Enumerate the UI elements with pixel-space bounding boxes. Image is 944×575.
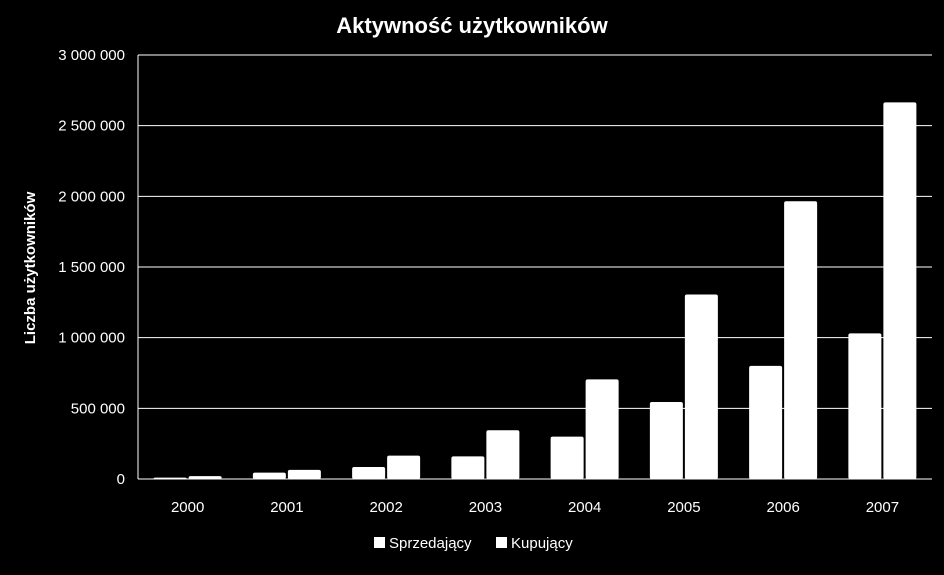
bar-sprzedajacy-2007 — [848, 333, 882, 479]
legend-swatch — [496, 537, 507, 548]
y-tick-label: 1 500 000 — [58, 259, 125, 276]
y-tick-label: 1 000 000 — [58, 330, 125, 347]
chart-title: Aktywność użytkowników — [336, 13, 608, 38]
bars — [153, 102, 917, 479]
bar-kupujacy-2003 — [486, 430, 520, 479]
bar-sprzedajacy-2003 — [451, 456, 485, 479]
bar-kupujacy-2000 — [188, 476, 222, 479]
bar-kupujacy-2007 — [883, 102, 917, 479]
legend-label: Kupujący — [511, 535, 573, 552]
bar-sprzedajacy-2004 — [550, 436, 584, 479]
y-tick-label: 2 500 000 — [58, 118, 125, 135]
x-tick-label: 2006 — [766, 499, 799, 516]
y-axis-label: Liczba użytkowników — [22, 191, 39, 344]
x-axis-ticks: 2000 2001 2002 2003 2004 2005 2006 2007 — [171, 499, 899, 516]
bar-sprzedajacy-2000 — [153, 477, 187, 479]
y-tick-label: 2 000 000 — [58, 188, 125, 205]
x-tick-label: 2000 — [171, 499, 204, 516]
x-tick-label: 2002 — [369, 499, 402, 516]
bar-sprzedajacy-2001 — [252, 472, 286, 479]
y-tick-label: 500 000 — [71, 400, 125, 417]
y-tick-label: 3 000 000 — [58, 47, 125, 64]
y-tick-label: 0 — [117, 471, 125, 488]
legend-label: Sprzedający — [389, 535, 472, 552]
x-tick-label: 2004 — [568, 499, 601, 516]
x-tick-label: 2005 — [667, 499, 700, 516]
bar-kupujacy-2005 — [684, 294, 718, 479]
bar-kupujacy-2002 — [387, 455, 421, 479]
bar-sprzedajacy-2005 — [649, 401, 683, 479]
gridlines — [137, 54, 932, 480]
x-tick-label: 2007 — [866, 499, 899, 516]
bar-sprzedajacy-2006 — [749, 365, 783, 479]
bar-kupujacy-2004 — [585, 379, 619, 479]
bar-sprzedajacy-2002 — [352, 466, 386, 479]
bar-kupujacy-2006 — [784, 201, 818, 479]
x-tick-label: 2001 — [270, 499, 303, 516]
x-tick-label: 2003 — [469, 499, 502, 516]
legend-swatch — [374, 537, 385, 548]
bar-kupujacy-2001 — [287, 469, 321, 479]
legend: Sprzedający Kupujący — [374, 535, 573, 552]
y-axis-ticks: 0 500 000 1 000 000 1 500 000 2 000 000 2 500… — [58, 47, 125, 488]
